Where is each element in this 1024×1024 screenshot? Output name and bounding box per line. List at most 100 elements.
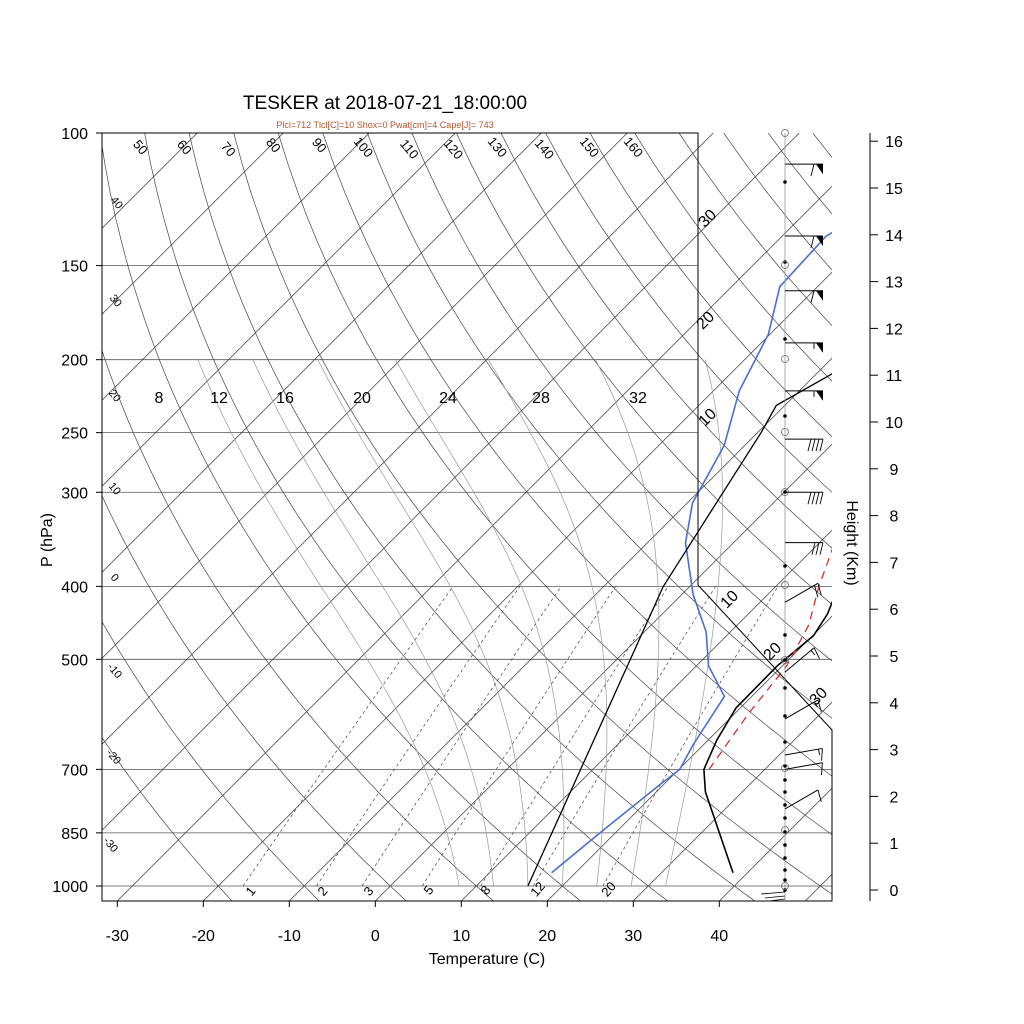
isotherm-edge-label: 0: [108, 572, 121, 584]
isotherm-line: [102, 133, 628, 659]
wind-barb-feather: [811, 439, 816, 452]
mixing-ratio-label: 5: [420, 883, 436, 898]
theta-label: 90: [309, 135, 330, 156]
pressure-tick-label: 500: [61, 652, 88, 669]
theta-label: 80: [263, 135, 284, 156]
wind-barb: [785, 342, 823, 353]
wind-level-dot: [783, 414, 787, 418]
dry-adiabat: [233, 133, 832, 895]
thetae-label: 24: [439, 390, 457, 407]
dry-adiabat: [144, 133, 669, 901]
wind-barb-feather: [817, 583, 822, 596]
height-tick-label: 1: [890, 836, 899, 853]
height-tick-label: 11: [886, 368, 903, 385]
wind-barb-feather: [811, 542, 816, 555]
wind-barb-shaft: [784, 747, 823, 756]
wind-level-dot: [783, 803, 787, 807]
wind-barb: [785, 390, 823, 401]
wind-barb-feather: [819, 439, 824, 452]
wind-level-dot: [783, 830, 787, 834]
height-tick-label: 12: [885, 321, 903, 338]
pressure-tick-label: 700: [61, 762, 88, 779]
wind-barb: [784, 699, 822, 720]
wind-barb-feather: [810, 164, 815, 177]
theta-label: 150: [577, 134, 602, 160]
wind-level-dot: [783, 778, 787, 782]
wind-barb-flag: [816, 290, 823, 301]
dry-adiabat: [411, 133, 832, 662]
isotherm-line: [460, 529, 832, 901]
temperature-tick-label: 0: [371, 928, 380, 945]
wind-barb: [785, 163, 823, 177]
moist-adiabat: [395, 359, 565, 887]
height-tick-label: 0: [890, 883, 899, 900]
isotherm-right-label: 20: [694, 308, 719, 333]
temperature-axis: -30 -20 -10 0 10 20 30 40: [106, 901, 728, 945]
wind-barb-feather: [810, 235, 815, 249]
wind-level-dot: [783, 633, 787, 637]
wind-barb-shaft: [784, 582, 819, 603]
height-tick-label: 7: [890, 555, 899, 572]
mixing-ratio-line: [361, 586, 562, 887]
theta-label: 130: [485, 134, 510, 160]
wind-barb: [784, 647, 820, 673]
wind-barb-half-feather: [818, 749, 820, 756]
isotherm-line: [804, 873, 832, 901]
wind-barb-shaft: [784, 699, 819, 720]
wind-barb-feather: [807, 439, 812, 452]
wind-level-circle: [781, 826, 789, 834]
wind-level-circle: [781, 129, 789, 137]
mixing-ratio-line: [422, 586, 616, 887]
theta-label: 50: [130, 137, 151, 158]
dew-point-line: [551, 231, 832, 874]
wind-barb-feather: [815, 492, 820, 505]
dry-adiabat: [102, 143, 582, 901]
wind-level-dot: [783, 868, 787, 872]
isotherm-edge-label: 20: [106, 388, 123, 405]
wind-level-dot: [783, 816, 787, 820]
pressure-tick-label: 300: [61, 485, 88, 502]
isotherm-line: [102, 133, 542, 573]
pressure-tick-label: 200: [61, 353, 88, 370]
wind-level-dot: [783, 878, 787, 882]
wind-speed-label: 30: [807, 684, 832, 709]
isotherm-line: [632, 701, 832, 901]
height-tick-label: 15: [885, 181, 903, 198]
dry-adiabat: [322, 133, 832, 777]
wind-barb-feather: [814, 585, 819, 598]
wind-barb-feather: [817, 699, 822, 712]
wind-barb-flag: [816, 390, 823, 401]
height-tick-label: 5: [890, 649, 899, 666]
wind-barb-feather: [817, 789, 822, 802]
mixing-ratio-line: [242, 586, 454, 887]
dry-adiabat: [456, 133, 832, 605]
height-tick-label: 13: [885, 275, 903, 292]
wind-barb: [785, 290, 823, 303]
mixing-ratio-line: [480, 586, 669, 887]
height-tick-label: 14: [885, 228, 903, 245]
mixing-ratio-label: 20: [598, 879, 619, 900]
wind-barb-half-feather: [814, 701, 818, 708]
mixing-ratio-line: [533, 586, 716, 887]
temperature-tick-label: 10: [452, 928, 470, 945]
isotherm-line: [102, 133, 370, 401]
wind-level-dot: [783, 260, 787, 264]
pressure-tick-label: 850: [61, 826, 88, 843]
wind-level-circle: [781, 882, 789, 890]
theta-label: 60: [174, 137, 195, 158]
parcel-path-line: [708, 548, 832, 770]
dry-adiabat: [102, 621, 320, 901]
wind-level-dot: [783, 843, 787, 847]
wind-barb-shaft: [784, 789, 819, 810]
wind-barb-feather: [821, 762, 823, 776]
wind-barb: [785, 235, 823, 249]
temperature-tick-label: -30: [106, 928, 129, 945]
wind-barb-feather: [819, 542, 824, 555]
wind-barb-shaft: [784, 762, 823, 770]
wind-level-dot: [783, 337, 787, 341]
dry-adiabat: [589, 133, 832, 438]
wind-barb: [785, 491, 824, 505]
surface-wind-barb: [760, 891, 786, 895]
